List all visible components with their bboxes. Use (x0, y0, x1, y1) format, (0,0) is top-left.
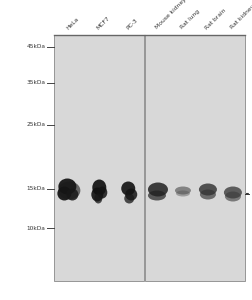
Text: PC-3: PC-3 (125, 17, 138, 31)
Ellipse shape (174, 187, 190, 194)
Ellipse shape (198, 184, 216, 196)
Ellipse shape (175, 190, 189, 196)
Bar (145, 34, 244, 280)
Ellipse shape (57, 187, 71, 200)
Ellipse shape (92, 179, 106, 196)
Ellipse shape (124, 194, 134, 203)
Text: LMO4: LMO4 (250, 190, 252, 196)
Text: Rat lung: Rat lung (179, 9, 200, 31)
Ellipse shape (147, 190, 165, 200)
Ellipse shape (199, 190, 215, 200)
Ellipse shape (223, 187, 241, 199)
Text: Rat kidney: Rat kidney (229, 4, 252, 31)
Text: 10kDa: 10kDa (26, 226, 45, 230)
Text: 15kDa: 15kDa (26, 187, 45, 191)
Ellipse shape (121, 182, 135, 196)
Ellipse shape (58, 182, 80, 200)
Ellipse shape (97, 187, 107, 199)
Text: 45kDa: 45kDa (26, 44, 45, 49)
Ellipse shape (91, 188, 103, 202)
Ellipse shape (58, 178, 76, 194)
Ellipse shape (125, 188, 137, 200)
Ellipse shape (147, 182, 167, 197)
Text: 35kDa: 35kDa (26, 80, 45, 85)
Ellipse shape (224, 191, 240, 202)
Text: MCF7: MCF7 (96, 15, 111, 31)
Text: 25kDa: 25kDa (26, 122, 45, 127)
Text: HeLa: HeLa (66, 16, 80, 31)
Text: Rat brain: Rat brain (204, 8, 226, 31)
Text: Mouse kidney: Mouse kidney (154, 0, 187, 31)
Bar (54, 34, 144, 280)
Ellipse shape (94, 194, 102, 203)
Ellipse shape (66, 188, 78, 200)
